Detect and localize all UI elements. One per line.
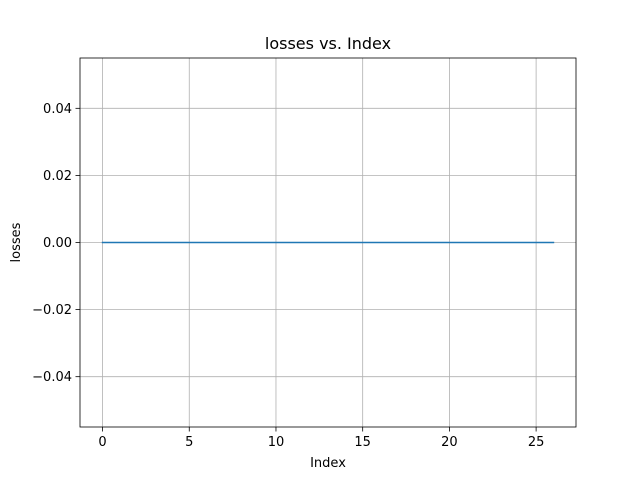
x-tick-label: 5: [185, 435, 193, 450]
x-tick-label: 10: [268, 435, 285, 450]
x-tick-label: 25: [528, 435, 545, 450]
y-axis-label: losses: [9, 222, 24, 262]
y-tick-label: 0.00: [43, 236, 72, 251]
x-tick-label: 0: [98, 435, 106, 450]
x-tick-label: 15: [354, 435, 371, 450]
chart-title: losses vs. Index: [265, 34, 391, 53]
ticks: 0 5 10 15 20 25 −0.04 −0.02 0.00 0.02 0.04: [32, 102, 544, 450]
y-tick-label: 0.02: [43, 169, 72, 184]
y-tick-label: −0.04: [32, 370, 72, 385]
x-axis-label: Index: [310, 456, 346, 471]
x-tick-label: 20: [441, 435, 458, 450]
y-tick-label: 0.04: [43, 102, 72, 117]
y-tick-label: −0.02: [32, 303, 72, 318]
